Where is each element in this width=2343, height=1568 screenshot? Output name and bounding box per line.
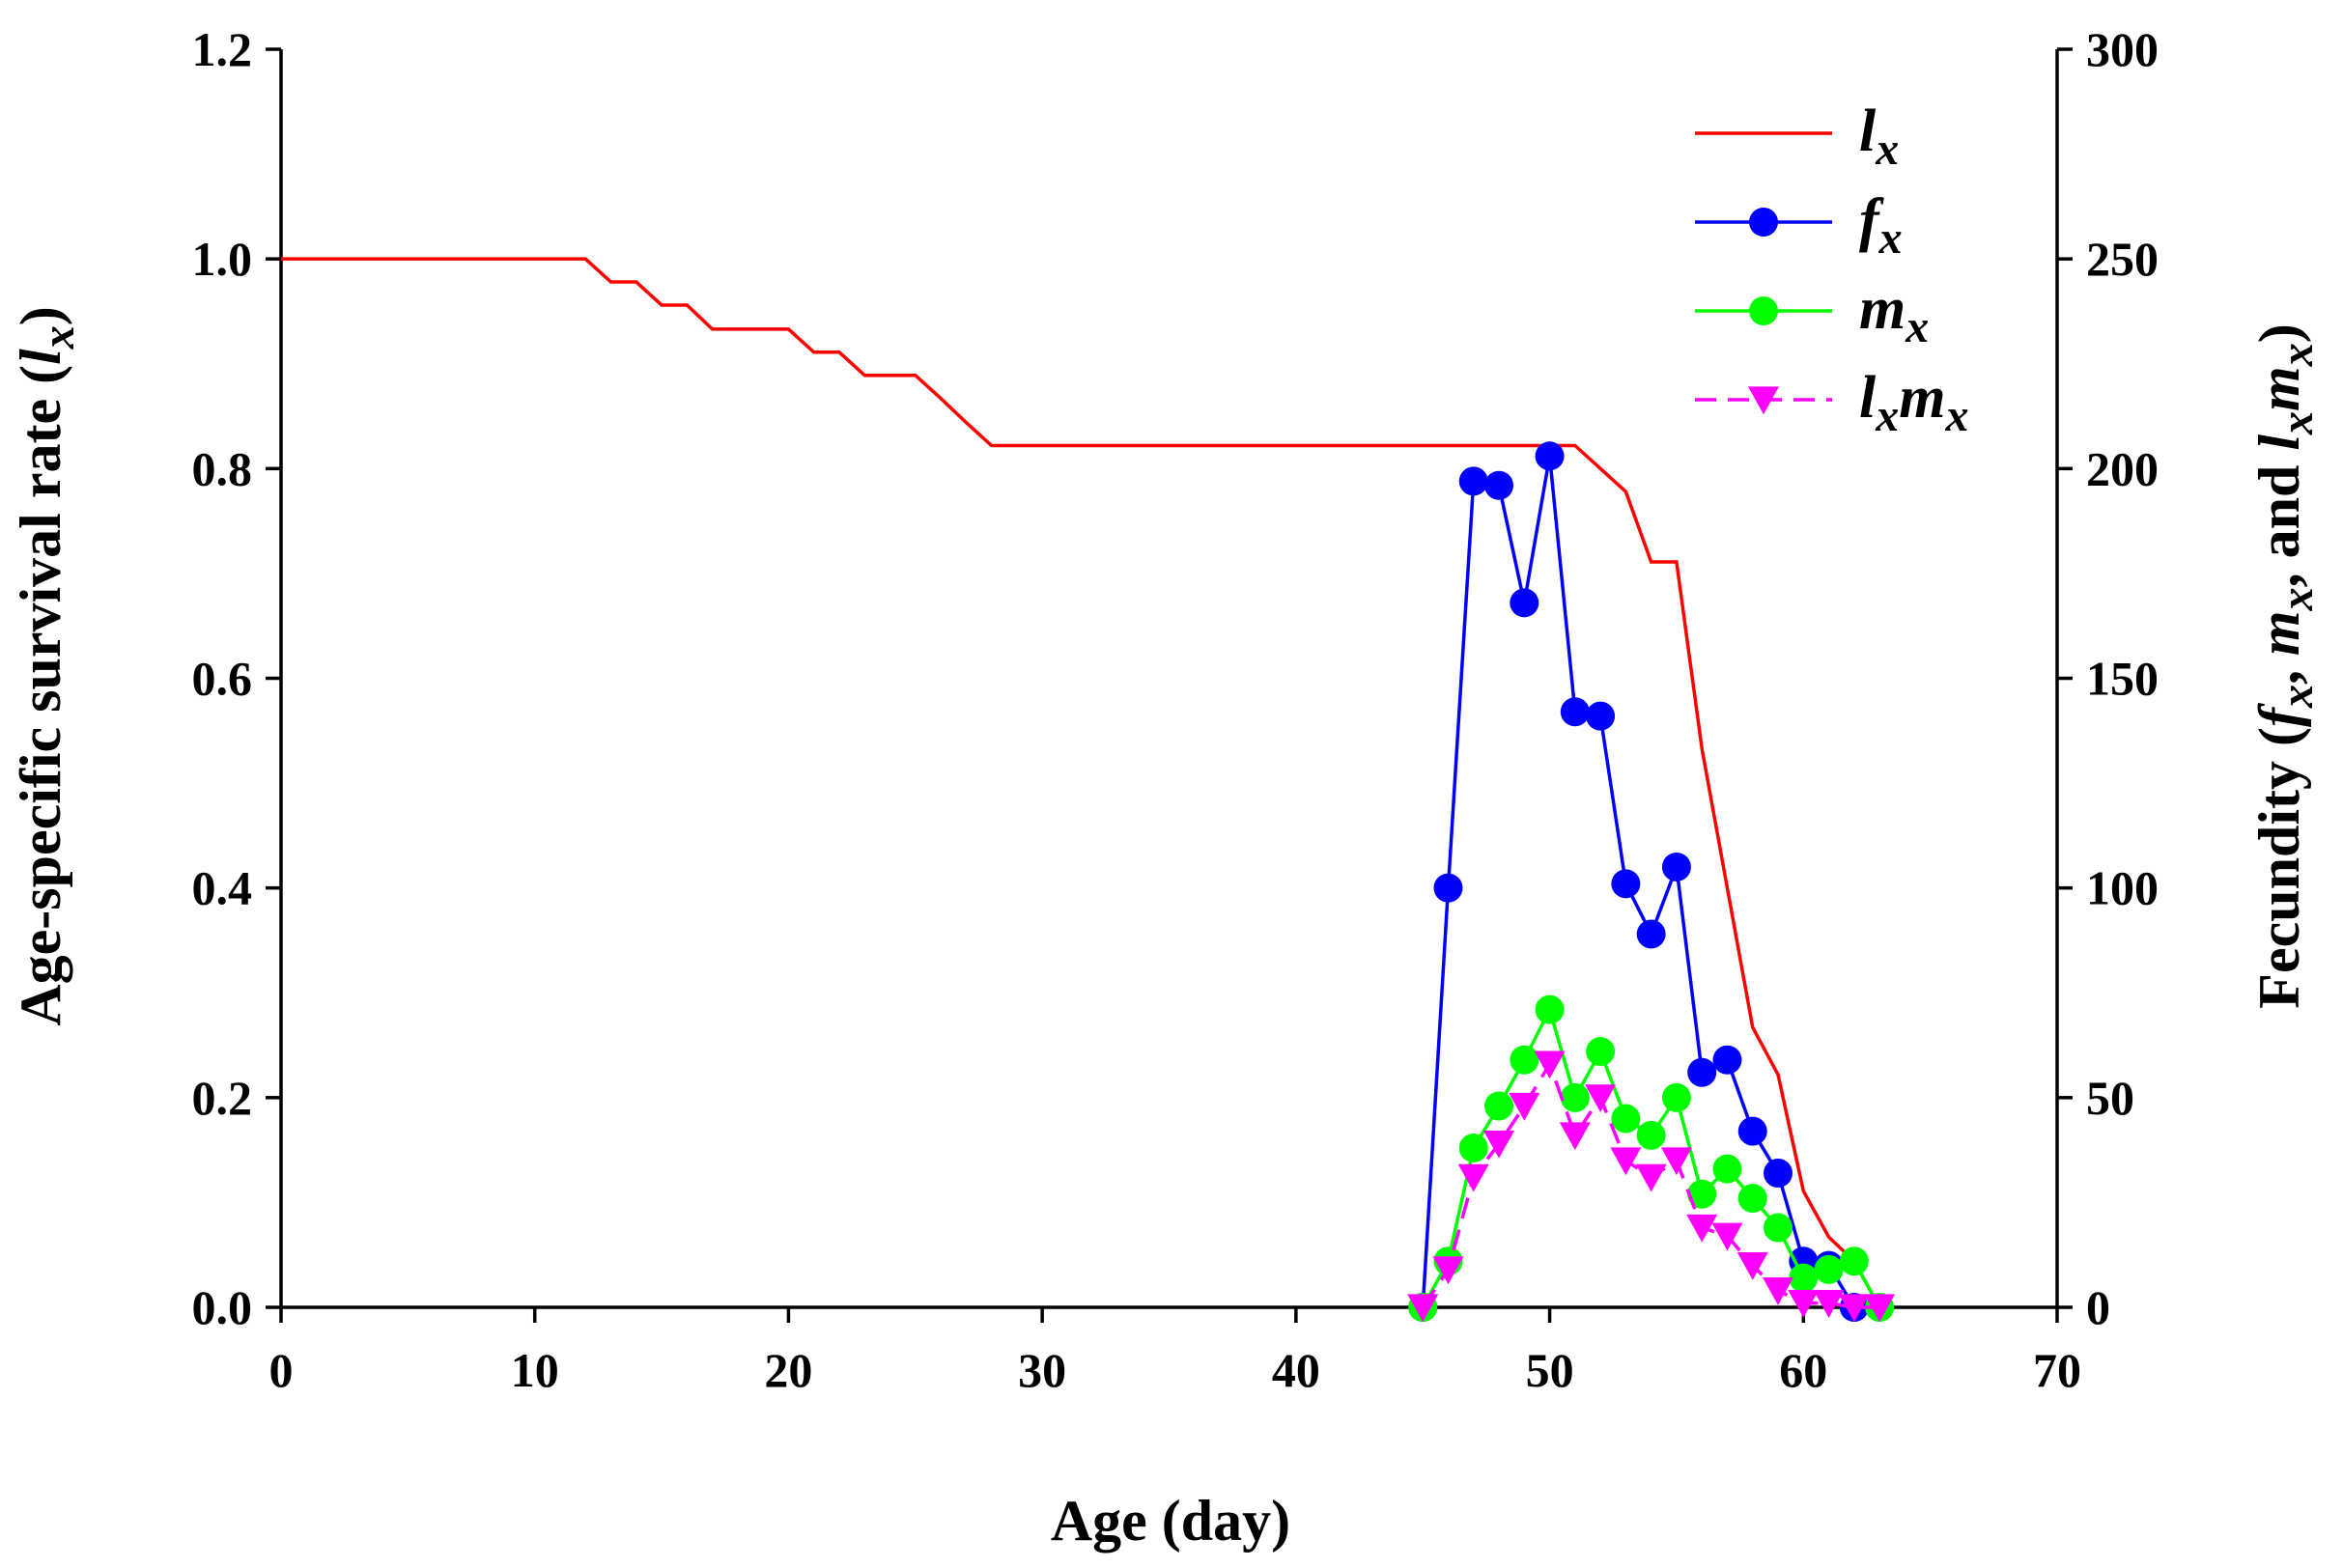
data-point-fx [1510, 588, 1539, 618]
x-tick-label: 60 [1779, 1343, 1827, 1397]
legend-label-mx: mx [1859, 276, 1929, 352]
x-tick-label: 0 [269, 1343, 294, 1397]
series-line-lx [281, 257, 1881, 1308]
left-axis-title: Age-specific survival rate (lx) [9, 306, 84, 1025]
left-tick-label: 0.8 [192, 441, 253, 495]
data-point-lxmx [1610, 1147, 1642, 1176]
series-lxmx [1407, 1050, 1896, 1323]
data-point-fx [1611, 869, 1641, 899]
series-mx [1408, 994, 1895, 1322]
data-point-lxmx [1736, 1251, 1768, 1280]
legend-marker-fx [1749, 208, 1778, 237]
left-tick-label: 0.4 [192, 861, 253, 915]
data-point-lxmx [1534, 1050, 1566, 1079]
x-axis-title: Age (day) [1051, 1489, 1290, 1553]
left-tick-label: 1.0 [192, 232, 253, 286]
data-point-mx [1687, 1179, 1717, 1209]
data-point-mx [1611, 1104, 1641, 1134]
data-point-fx [1433, 873, 1463, 903]
data-point-fx [1764, 1159, 1793, 1189]
data-point-mx [1484, 1091, 1514, 1121]
right-tick-label: 250 [2086, 232, 2159, 286]
data-point-mx [1661, 1082, 1691, 1112]
legend-marker-mx [1749, 296, 1778, 325]
data-point-fx [1737, 1116, 1767, 1146]
data-point-mx [1712, 1154, 1742, 1184]
data-point-fx [1458, 466, 1488, 496]
right-tick-label: 0 [2086, 1280, 2110, 1334]
data-point-mx [1510, 1045, 1539, 1075]
data-point-lxmx [1763, 1277, 1794, 1305]
data-point-lxmx [1483, 1131, 1515, 1159]
x-tick-label: 30 [1018, 1343, 1066, 1397]
data-point-lxmx [1711, 1222, 1743, 1251]
data-point-mx [1789, 1263, 1819, 1293]
data-point-mx [1458, 1133, 1488, 1162]
data-point-lxmx [1686, 1214, 1718, 1243]
legend-label-lxmx: lxmx [1859, 365, 1968, 441]
data-point-fx [1712, 1045, 1742, 1075]
data-point-lxmx [1864, 1294, 1896, 1323]
data-point-mx [1636, 1120, 1666, 1150]
data-point-lxmx [1660, 1147, 1692, 1176]
left-tick-label: 1.2 [192, 22, 253, 76]
legend-label-fx: fx [1859, 187, 1903, 264]
right-tick-label: 50 [2086, 1071, 2134, 1125]
data-point-mx [1560, 1082, 1590, 1112]
legend-item-mx: mx [1695, 276, 1929, 352]
data-point-fx [1484, 470, 1514, 500]
right-tick-label: 150 [2086, 652, 2159, 706]
data-point-fx [1636, 919, 1666, 949]
data-point-lxmx [1559, 1122, 1591, 1151]
x-tick-label: 70 [2033, 1343, 2081, 1397]
data-point-lxmx [1407, 1294, 1439, 1323]
legend-marker-lxmx [1748, 386, 1779, 415]
legend-label-lx: lx [1859, 98, 1899, 175]
data-point-lxmx [1432, 1256, 1464, 1285]
series-lx [281, 257, 1881, 1308]
left-tick-label: 0.2 [192, 1071, 253, 1125]
data-point-lxmx [1813, 1290, 1845, 1318]
right-axis-title: Fecundity (fx, mx, and lxmx) [2247, 323, 2323, 1008]
right-tick-label: 300 [2086, 22, 2159, 76]
series-fx [1408, 441, 1869, 1322]
x-tick-label: 50 [1526, 1343, 1574, 1397]
legend-item-lx: lx [1695, 98, 1899, 175]
right-tick-label: 200 [2086, 441, 2159, 495]
data-point-mx [1814, 1254, 1844, 1284]
data-point-mx [1839, 1246, 1869, 1276]
right-tick-label: 100 [2086, 861, 2159, 915]
data-point-mx [1586, 1037, 1616, 1067]
x-tick-label: 20 [764, 1343, 812, 1397]
legend-item-lxmx: lxmx [1695, 365, 1968, 441]
data-point-lxmx [1838, 1294, 1870, 1323]
data-point-fx [1535, 441, 1565, 471]
data-point-mx [1535, 994, 1565, 1024]
data-point-fx [1586, 701, 1616, 731]
left-tick-label: 0.6 [192, 652, 253, 706]
data-point-lxmx [1635, 1163, 1667, 1192]
data-point-fx [1687, 1057, 1717, 1087]
data-point-lxmx [1509, 1092, 1540, 1121]
x-tick-label: 40 [1272, 1343, 1320, 1397]
data-point-mx [1737, 1184, 1767, 1214]
data-point-lxmx [1788, 1290, 1820, 1318]
legend-item-fx: fx [1695, 187, 1903, 264]
left-tick-label: 0.0 [192, 1280, 253, 1334]
x-tick-label: 10 [511, 1343, 559, 1397]
data-point-fx [1560, 697, 1590, 727]
data-point-mx [1764, 1213, 1793, 1243]
data-point-lxmx [1585, 1084, 1617, 1113]
data-point-fx [1661, 852, 1691, 882]
data-point-lxmx [1457, 1163, 1489, 1192]
